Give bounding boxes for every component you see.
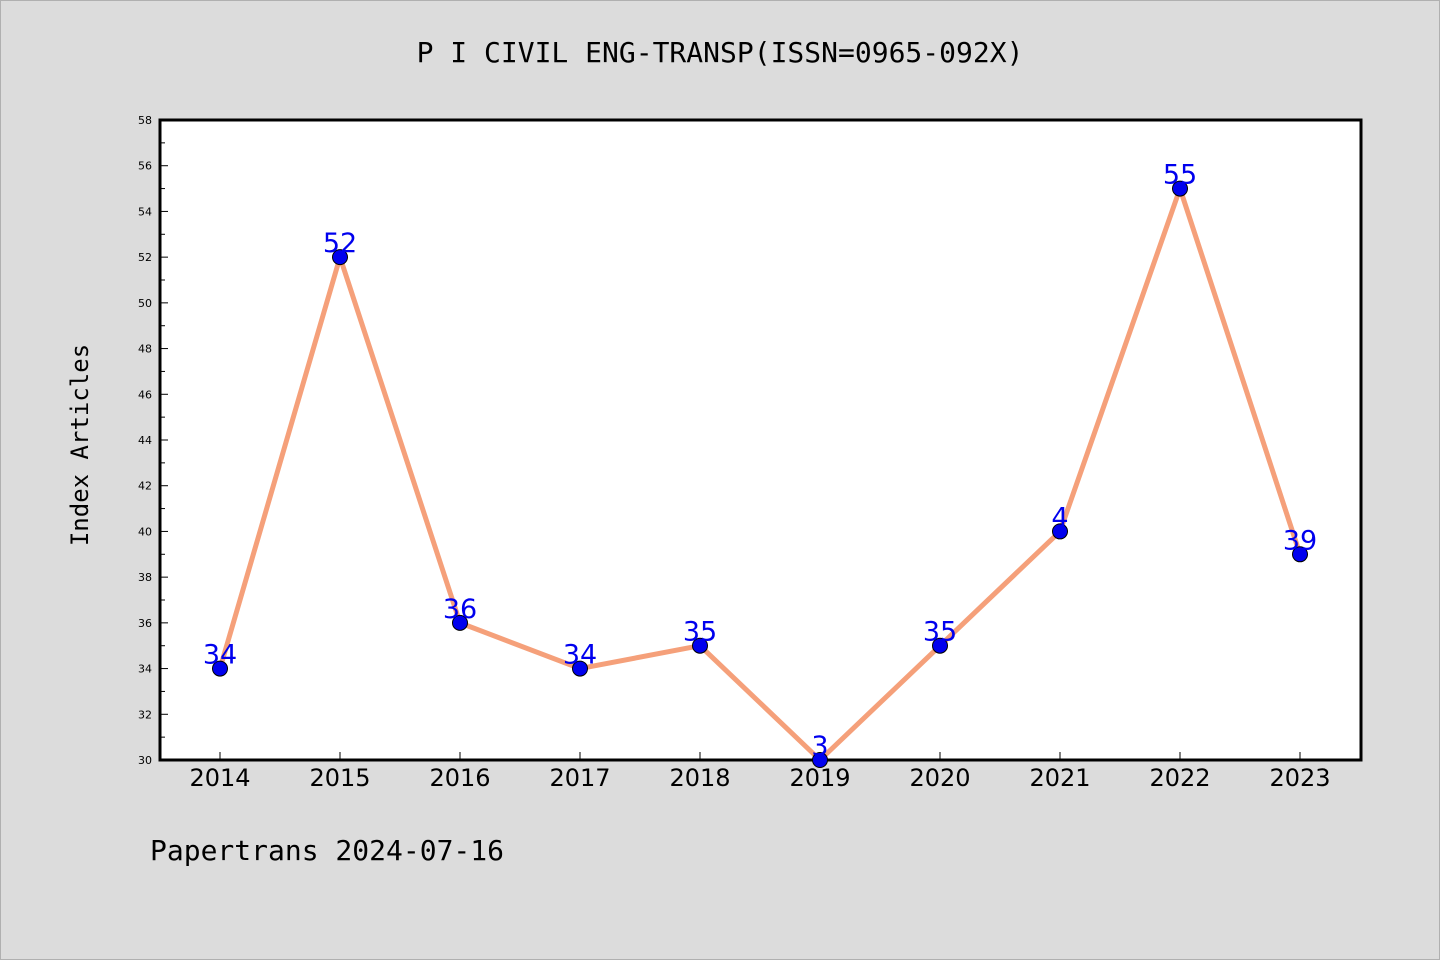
data-point xyxy=(212,660,228,677)
y-tick-label: 38 xyxy=(138,571,152,584)
data-label: 52 xyxy=(323,228,357,259)
data-label: 4 xyxy=(1051,502,1068,533)
data-point xyxy=(1052,523,1068,540)
series-line xyxy=(217,186,1303,763)
y-tick-label: 42 xyxy=(138,480,152,493)
data-label: 34 xyxy=(203,640,237,671)
data-point xyxy=(812,752,828,768)
data-markers xyxy=(212,180,1308,768)
data-point xyxy=(692,637,708,654)
data-point xyxy=(572,660,588,677)
data-labels: 34 52 36 34 35 3 35 4 55 39 xyxy=(203,160,1317,762)
footer-credit: Papertrans 2024-07-16 xyxy=(150,834,505,867)
y-tick-label: 58 xyxy=(138,114,152,127)
data-point xyxy=(452,614,468,631)
data-label: 39 xyxy=(1283,525,1317,556)
x-tick-label: 2021 xyxy=(1029,764,1090,792)
x-tick-label: 2017 xyxy=(549,764,610,792)
y-tick-label: 46 xyxy=(138,388,152,401)
x-tick-label: 2014 xyxy=(189,764,250,792)
y-tick-label: 36 xyxy=(138,617,152,630)
data-point xyxy=(932,637,948,654)
chart-title: P I CIVIL ENG-TRANSP(ISSN=0965-092X) xyxy=(416,36,1024,69)
data-point xyxy=(1172,180,1188,197)
y-axis: 30 32 34 36 38 40 42 44 46 48 50 52 54 56 58 xyxy=(138,114,168,767)
x-tick-label: 2020 xyxy=(909,764,970,792)
data-label: 35 xyxy=(683,617,717,648)
x-tick-label: 2016 xyxy=(429,764,490,792)
data-label: 34 xyxy=(563,640,597,671)
x-tick-label: 2018 xyxy=(669,764,730,792)
y-tick-label: 34 xyxy=(138,663,152,676)
x-tick-label: 2022 xyxy=(1149,764,1210,792)
x-tick-label: 2023 xyxy=(1269,764,1330,792)
data-point xyxy=(1292,546,1308,563)
data-label: 55 xyxy=(1163,160,1197,191)
data-label: 35 xyxy=(923,617,957,648)
x-tick-label: 2019 xyxy=(789,764,850,792)
x-axis: 2014 2015 2016 2017 2018 2019 2020 2021 2022 2023 xyxy=(189,752,1331,792)
y-tick-label: 44 xyxy=(138,434,152,447)
y-tick-label: 52 xyxy=(138,251,152,264)
data-label: 3 xyxy=(811,731,828,762)
y-tick-label: 30 xyxy=(138,754,152,767)
y-tick-label: 48 xyxy=(138,343,152,356)
data-label: 36 xyxy=(443,594,477,625)
y-tick-label: 32 xyxy=(138,708,152,721)
plot-area xyxy=(158,118,1363,762)
y-tick-label: 50 xyxy=(138,297,152,310)
x-tick-label: 2015 xyxy=(309,764,370,792)
y-tick-label: 56 xyxy=(138,160,152,173)
data-point xyxy=(332,249,348,266)
y-tick-label: 54 xyxy=(138,205,152,218)
y-tick-label: 40 xyxy=(138,525,152,538)
